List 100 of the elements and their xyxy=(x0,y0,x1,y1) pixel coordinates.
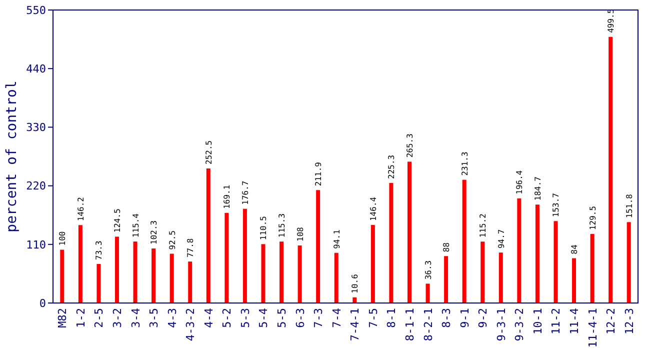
bar xyxy=(572,258,576,303)
data-label: 77.8 xyxy=(186,238,196,258)
data-label: 196.4 xyxy=(515,170,524,194)
x-tick-label: 9-3-2 xyxy=(513,308,526,342)
data-label: 102.3 xyxy=(150,220,159,244)
data-label: 110.5 xyxy=(259,216,268,240)
bar xyxy=(626,222,631,303)
data-label: 146.2 xyxy=(76,196,86,222)
x-tick-label: 6-3 xyxy=(294,308,307,328)
bar xyxy=(389,182,394,303)
bar xyxy=(188,262,192,303)
x-tick-label: 5-2 xyxy=(220,308,234,328)
data-label: 115.3 xyxy=(278,213,287,238)
bar xyxy=(224,212,229,303)
data-label: 115.2 xyxy=(478,213,488,238)
x-tick-label: 5-4 xyxy=(257,308,270,328)
x-tick-label: 12-3 xyxy=(622,308,636,334)
bar xyxy=(316,190,320,303)
x-tick-label: 4-3-2 xyxy=(184,308,198,342)
y-tick-label: 110 xyxy=(26,238,46,252)
data-label: 84 xyxy=(570,244,580,254)
bar xyxy=(370,225,375,303)
bar xyxy=(78,225,82,303)
y-tick-label: 220 xyxy=(26,180,46,193)
data-label: 129.5 xyxy=(588,206,598,230)
x-tick-label: 2-5 xyxy=(92,308,106,328)
data-label: 94.1 xyxy=(332,229,342,249)
data-label: 169.1 xyxy=(222,184,232,209)
x-tick-label: 12-2 xyxy=(604,308,618,334)
bar xyxy=(96,264,101,303)
x-tick-label: 4-4 xyxy=(202,308,216,328)
x-tick-label: 11-4-1 xyxy=(586,308,600,348)
x-tick-label: 5-3 xyxy=(238,308,252,328)
data-label: 265.3 xyxy=(405,133,414,158)
bar xyxy=(114,236,119,303)
data-label: 115.4 xyxy=(131,213,140,238)
y-tick-label: 440 xyxy=(26,62,46,76)
x-tick-label: 8-1-1 xyxy=(403,308,416,342)
bar xyxy=(480,242,485,303)
x-tick-label: 9-1 xyxy=(458,308,472,328)
data-label: 231.3 xyxy=(460,152,470,176)
bar xyxy=(133,242,138,303)
x-tick-label: 9-3-1 xyxy=(494,308,508,342)
data-label: 252.5 xyxy=(204,140,214,164)
x-tick-label: 5-5 xyxy=(276,308,289,328)
bar xyxy=(590,234,594,303)
data-label: 108 xyxy=(296,226,305,242)
x-tick-label: 7-4 xyxy=(330,308,344,328)
bar xyxy=(280,242,284,303)
bar xyxy=(444,256,448,303)
x-tick-label: 11-4 xyxy=(568,308,582,334)
bar xyxy=(334,252,338,303)
x-tick-label: 4-3 xyxy=(166,308,179,328)
bar xyxy=(152,248,156,303)
x-tick-label: 11-2 xyxy=(550,308,563,334)
data-label: 94.7 xyxy=(496,229,506,249)
bar xyxy=(517,198,522,303)
data-label: 10.6 xyxy=(350,274,360,294)
x-tick-label: 7-3 xyxy=(312,308,326,328)
y-tick-label: 330 xyxy=(26,121,46,134)
data-label: 225.3 xyxy=(387,154,396,179)
data-label: 100 xyxy=(58,231,68,246)
bar xyxy=(498,252,503,303)
y-tick-label: 0 xyxy=(39,296,46,310)
x-tick-label: 3-2 xyxy=(110,308,124,328)
data-label: 211.9 xyxy=(314,162,324,186)
bar xyxy=(206,168,210,303)
bar xyxy=(407,162,412,303)
x-tick-label: M82 xyxy=(56,308,70,328)
data-label: 88 xyxy=(442,242,452,252)
bar xyxy=(426,284,430,303)
x-tick-label: 10-1 xyxy=(531,308,544,334)
data-label: 151.8 xyxy=(624,194,634,218)
data-label: 176.7 xyxy=(240,180,250,205)
bar xyxy=(261,244,266,303)
x-tick-label: 3-4 xyxy=(129,308,142,328)
data-label: 153.7 xyxy=(552,192,561,218)
bar xyxy=(242,208,247,303)
bar xyxy=(535,204,540,303)
data-label: 36.3 xyxy=(424,260,433,280)
x-tick-label: 7-4-1 xyxy=(348,308,362,342)
x-tick-label: 9-2 xyxy=(476,308,490,328)
x-tick-label: 1-2 xyxy=(74,308,88,328)
x-tick-label: 8-3 xyxy=(440,308,454,328)
data-label: 92.5 xyxy=(168,230,177,250)
bar xyxy=(608,36,613,303)
x-tick-label: 8-1 xyxy=(385,308,398,328)
bar xyxy=(554,221,558,303)
bar xyxy=(462,180,466,303)
x-tick-label: 8-2-1 xyxy=(422,308,435,342)
x-tick-label: 3-5 xyxy=(148,308,161,328)
x-tick-label: 7-5 xyxy=(366,308,380,328)
data-label: 146.4 xyxy=(368,196,378,222)
data-label: 184.7 xyxy=(533,176,542,201)
y-tick-label: 550 xyxy=(26,4,46,17)
bar xyxy=(298,245,302,303)
data-label: 73.3 xyxy=(94,240,104,260)
bar xyxy=(170,254,174,303)
data-label: 124.5 xyxy=(112,208,122,233)
y-axis-title: percent of control xyxy=(4,80,20,232)
